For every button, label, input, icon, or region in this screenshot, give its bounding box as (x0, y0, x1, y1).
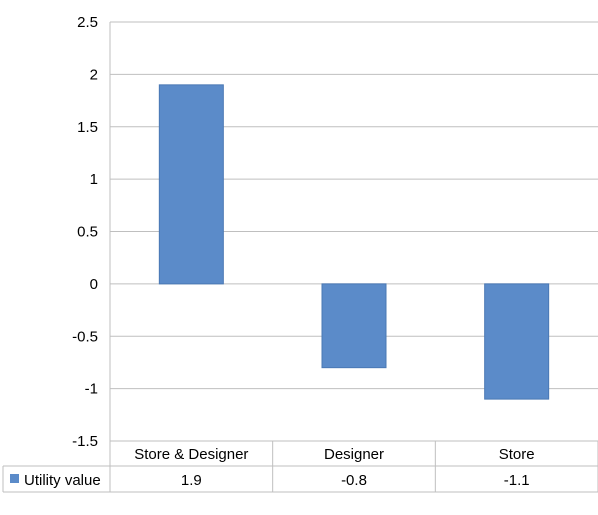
data-label: 1.9 (181, 472, 202, 489)
y-tick-label: 2 (90, 66, 98, 83)
x-category-label: Designer (324, 446, 384, 463)
y-tick-label: -1 (85, 381, 98, 398)
y-tick-label: 0 (90, 276, 98, 293)
bar (158, 84, 224, 285)
bar (484, 283, 550, 400)
bars (158, 84, 550, 400)
y-tick-label: -0.5 (72, 328, 98, 345)
x-category-label: Store (499, 446, 535, 463)
bar (321, 283, 387, 369)
y-tick-label: 2.5 (77, 14, 98, 31)
x-category-label: Store & Designer (134, 446, 248, 463)
data-label: -0.8 (341, 472, 367, 489)
y-tick-label: -1.5 (72, 433, 98, 450)
data-table: Store & Designer Designer Store Utility val… (2, 440, 598, 493)
y-tick-label: 0.5 (77, 224, 98, 241)
y-axis-tick-labels: 2.5 2 1.5 1 0.5 0 -0.5 -1 -1.5 (72, 14, 98, 450)
y-tick-label: 1 (90, 171, 98, 188)
y-tick-label: 1.5 (77, 119, 98, 136)
data-label: -1.1 (504, 472, 530, 489)
legend-swatch (10, 474, 19, 483)
legend-label: Utility value (24, 472, 101, 489)
